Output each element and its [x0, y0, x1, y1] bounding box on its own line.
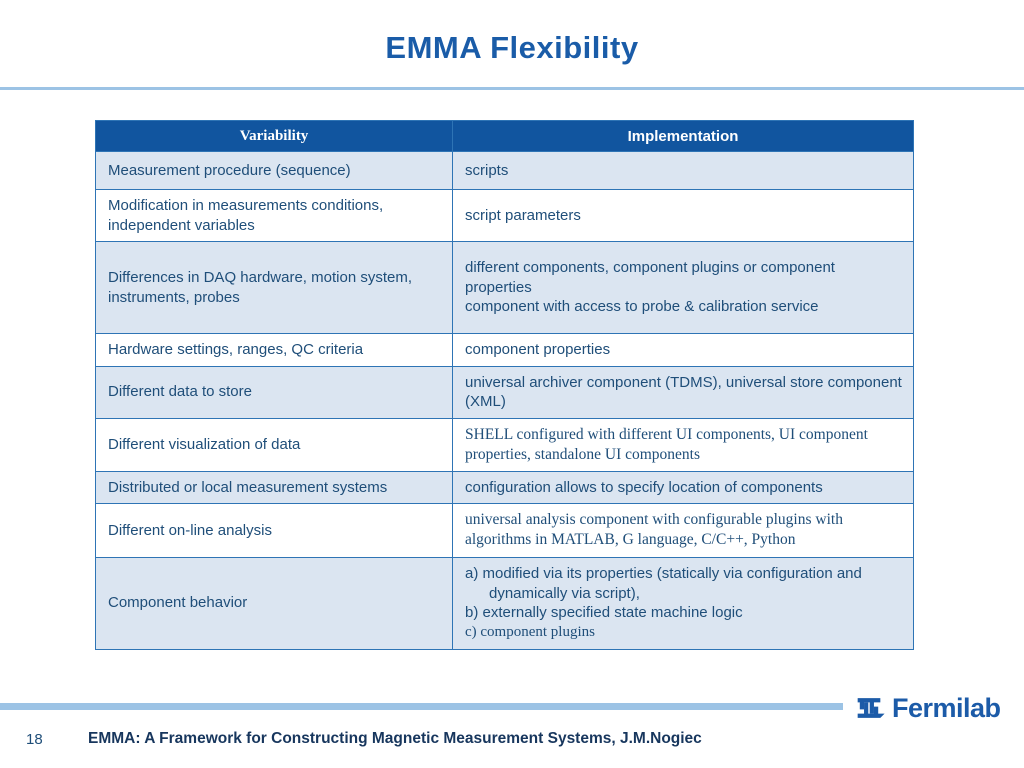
implementation-line: component with access to probe & calibra… — [465, 298, 819, 316]
footer-text: EMMA: A Framework for Constructing Magne… — [88, 730, 702, 747]
implementation-line: configuration allows to specify location… — [465, 478, 823, 496]
variability-cell: Different data to store — [95, 365, 453, 419]
table-row: Component behavior a) modified via its pr… — [95, 556, 914, 650]
implementation-line: b) externally specified state machine lo… — [465, 604, 743, 622]
table-row: Modification in measurements conditions,… — [95, 189, 914, 242]
implementation-cell: configuration allows to specify location… — [452, 470, 914, 505]
page-number: 18 — [26, 731, 43, 748]
table-row: Different data to store universal archive… — [95, 365, 914, 419]
implementation-cell: universal archiver component (TDMS), uni… — [452, 365, 914, 419]
flexibility-table: Variability Implementation Measurement p… — [95, 120, 914, 650]
variability-cell: Modification in measurements conditions,… — [95, 189, 453, 242]
table-body: Measurement procedure (sequence) scripts M… — [95, 151, 914, 650]
variability-cell: Differences in DAQ hardware, motion syst… — [95, 241, 453, 334]
table-header-row: Variability Implementation — [95, 120, 914, 152]
implementation-line: SHELL configured with different UI compo… — [465, 425, 868, 463]
table-row: Measurement procedure (sequence) scripts — [95, 151, 914, 190]
fermilab-logo-text: Fermilab — [892, 692, 1001, 723]
implementation-line: universal analysis component with config… — [465, 511, 843, 549]
implementation-cell: a) modified via its properties (statical… — [452, 556, 914, 650]
implementation-line: c) component plugins — [465, 623, 595, 640]
column-header-implementation: Implementation — [452, 120, 914, 152]
title-divider — [0, 87, 1024, 90]
implementation-cell: script parameters — [452, 189, 914, 242]
implementation-line: script parameters — [465, 206, 581, 224]
implementation-cell: different components, component plugins … — [452, 241, 914, 334]
implementation-cell: component properties — [452, 333, 914, 367]
footer-accent-bar — [0, 703, 843, 710]
implementation-line: component properties — [465, 341, 611, 358]
variability-cell: Component behavior — [95, 556, 453, 650]
implementation-line: different components, component plugins … — [465, 259, 835, 296]
implementation-cell: scripts — [452, 151, 914, 190]
column-header-variability: Variability — [95, 120, 453, 152]
implementation-cell: universal analysis component with config… — [452, 503, 914, 558]
variability-cell: Measurement procedure (sequence) — [95, 151, 453, 190]
implementation-line: scripts — [465, 161, 509, 179]
slide-title: EMMA Flexibility — [385, 30, 639, 65]
table-row: Hardware settings, ranges, QC criteria co… — [95, 333, 914, 367]
implementation-line: universal archiver component (TDMS), uni… — [465, 373, 902, 411]
table-row: Different on-line analysis universal anal… — [95, 503, 914, 558]
variability-cell: Different visualization of data — [95, 417, 453, 472]
table-row: Differences in DAQ hardware, motion syst… — [95, 241, 914, 334]
implementation-line: a) modified via its properties (statical… — [465, 565, 862, 602]
variability-cell: Hardware settings, ranges, QC criteria — [95, 333, 453, 367]
table-row: Distributed or local measurement systems… — [95, 470, 914, 505]
variability-cell: Distributed or local measurement systems — [95, 470, 453, 505]
implementation-cell: SHELL configured with different UI compo… — [452, 417, 914, 472]
variability-cell: Different on-line analysis — [95, 503, 453, 558]
fermilab-logo: Fermilab — [852, 691, 1001, 725]
fermilab-logo-icon — [852, 691, 886, 725]
table-row: Different visualization of data SHELL con… — [95, 417, 914, 472]
